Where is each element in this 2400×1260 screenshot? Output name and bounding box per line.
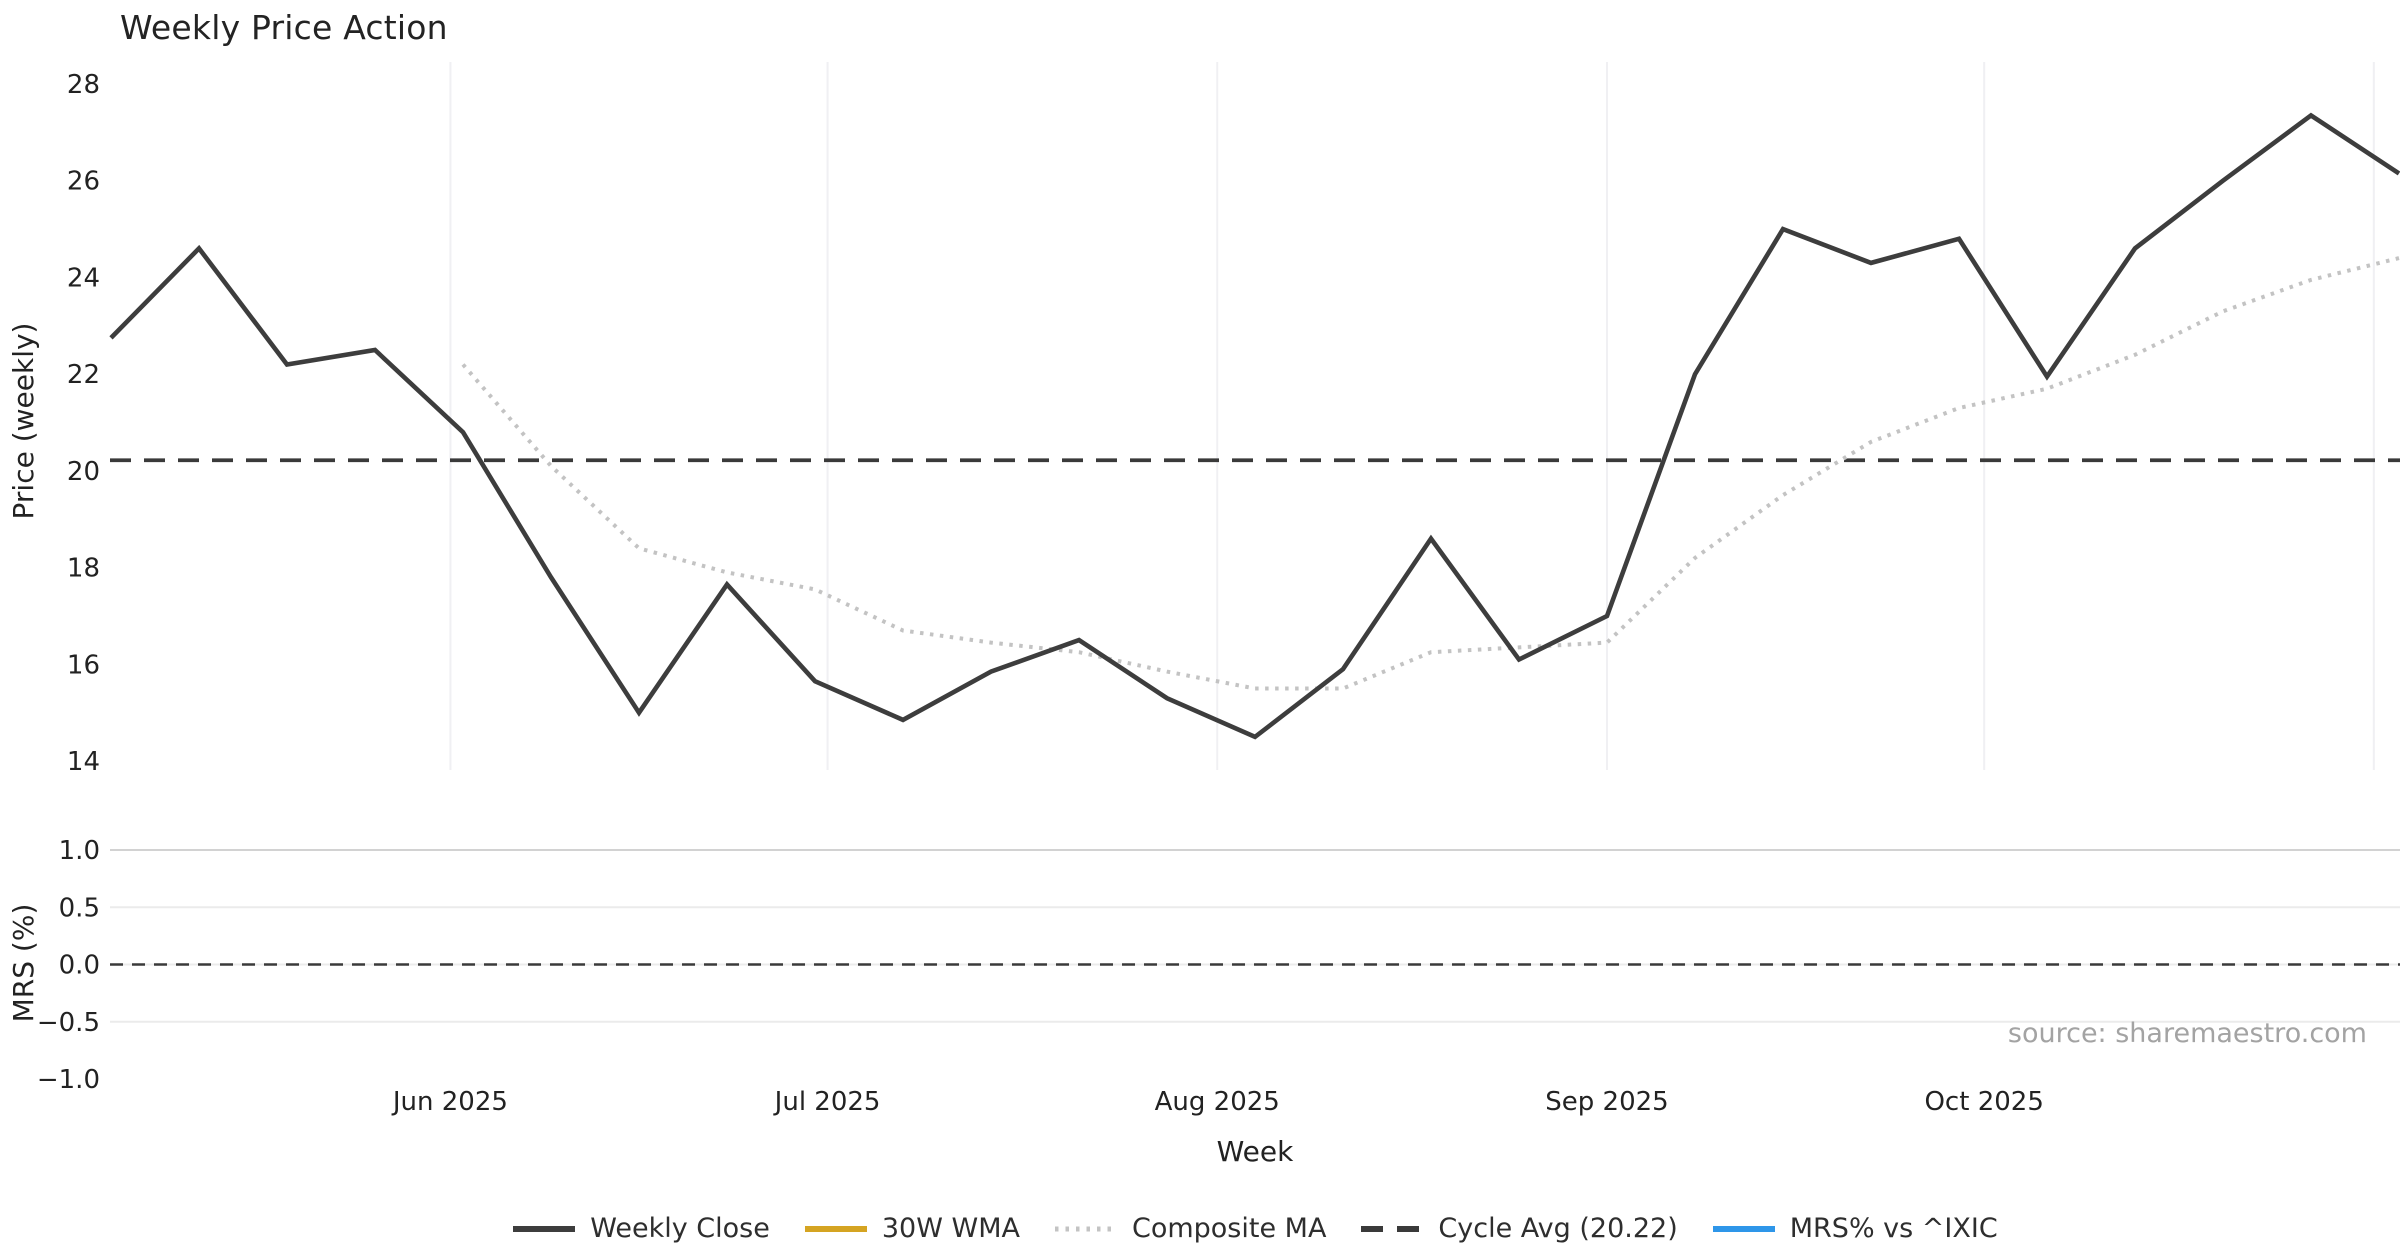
composite-ma-line [461, 256, 2400, 691]
legend-label: Composite MA [1131, 1213, 1327, 1244]
price-y-tick-label: 16 [67, 650, 100, 680]
legend-item: Weekly Close [512, 1213, 770, 1244]
legend-item: Composite MA [1054, 1213, 1326, 1244]
legend-swatch-solid [513, 1225, 576, 1232]
price-y-axis-label: Price (weekly) [7, 323, 40, 520]
x-tick-label: Sep 2025 [1545, 1087, 1668, 1117]
mrs-gridlines [110, 849, 2400, 1023]
price-y-tick-label: 26 [67, 167, 100, 197]
legend-item: 30W WMA [804, 1213, 1020, 1244]
price-y-tick-label: 18 [67, 554, 100, 584]
legend-label: MRS% vs ^IXIC [1789, 1213, 1998, 1244]
x-axis-label: Week [1217, 1135, 1294, 1168]
legend-swatch-solid [1712, 1225, 1775, 1232]
price-y-tick-label: 22 [67, 360, 100, 390]
mrs-y-tick-label: −0.5 [37, 1008, 100, 1038]
legend-swatch-solid [804, 1225, 867, 1232]
x-tick-label: Jul 2025 [773, 1087, 881, 1117]
legend-swatch-dotted [1054, 1226, 1117, 1231]
legend-label: Cycle Avg (20.22) [1438, 1213, 1678, 1244]
x-tick-label: Aug 2025 [1155, 1087, 1280, 1117]
mrs-y-tick-label: 0.0 [59, 951, 100, 981]
legend: Weekly Close 30W WMA Composite MA Cycle Avg… [110, 1213, 2400, 1244]
weekly-close-line [109, 112, 2400, 740]
legend-swatch-dashed [1361, 1225, 1424, 1232]
legend-label: Weekly Close [590, 1213, 770, 1244]
mrs-y-tick-label: 1.0 [59, 836, 100, 866]
mrs-y-tick-labels: 1.0 0.5 0.0 −0.5 −1.0 [37, 836, 100, 1095]
x-tick-label: Jun 2025 [391, 1087, 508, 1117]
mrs-y-tick-label: 0.5 [59, 893, 100, 923]
price-y-tick-label: 28 [67, 70, 100, 100]
price-y-tick-labels: 28 26 24 22 20 18 16 14 [67, 70, 100, 777]
chart-title: Weekly Price Action [120, 8, 448, 47]
price-month-gridlines [449, 62, 2375, 770]
source-note: source: sharemaestro.com [2007, 1018, 2367, 1049]
price-y-tick-label: 14 [67, 747, 100, 777]
legend-item: Cycle Avg (20.22) [1360, 1213, 1678, 1244]
mrs-y-axis-label: MRS (%) [7, 904, 40, 1023]
legend-item: MRS% vs ^IXIC [1712, 1213, 1998, 1244]
x-tick-label: Oct 2025 [1924, 1087, 2043, 1117]
mrs-y-tick-label: −1.0 [37, 1065, 100, 1095]
price-y-tick-label: 24 [67, 263, 100, 293]
x-tick-labels: Jun 2025 Jul 2025 Aug 2025 Sep 2025 Oct 2025 [391, 1087, 2044, 1117]
legend-label: 30W WMA [881, 1213, 1020, 1244]
price-y-tick-label: 20 [67, 457, 100, 487]
